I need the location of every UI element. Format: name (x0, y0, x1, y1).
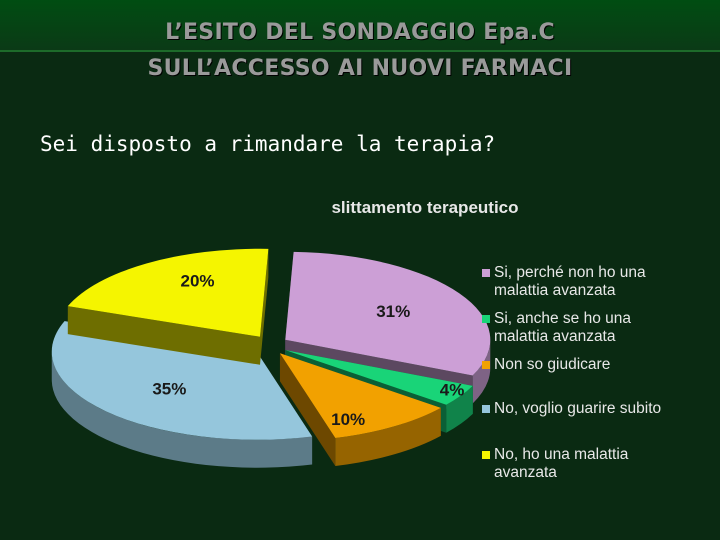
legend-item-no-guarire: No, voglio guarire subito (482, 400, 712, 446)
legend-item-si-avanzata: Si, anche se ho una malattia avanzata (482, 310, 712, 356)
slide-title-line-1: L’ESITO DEL SONDAGGIO Epa.C (165, 20, 555, 45)
legend-swatch (482, 269, 490, 277)
legend-swatch (482, 361, 490, 369)
slide-title-line-2: SULL’ACCESSO AI NUOVI FARMACI (147, 56, 573, 81)
legend-label: Si, anche se ho una malattia avanzata (494, 310, 632, 345)
legend-label: No, ho una malattia avanzata (494, 446, 629, 481)
pie-slice-wall (260, 248, 269, 365)
slice-value-label: 31% (376, 302, 410, 321)
legend-item-no-avanzata: No, ho una malattia avanzata (482, 446, 712, 492)
pie-slice (67, 248, 269, 365)
legend-swatch (482, 405, 490, 413)
legend-item-si-non-avanzata: Si, perché non ho una malattia avanzata (482, 264, 712, 310)
legend-label: No, voglio guarire subito (494, 400, 662, 417)
slice-value-label: 20% (181, 271, 215, 290)
legend-swatch (482, 451, 490, 459)
pie-slice-side (51, 351, 313, 468)
slice-value-label: 10% (331, 410, 365, 429)
survey-question: Sei disposto a rimandare la terapia? (40, 132, 496, 156)
legend-label: Non so giudicare (494, 356, 611, 373)
pie-slice-wall (279, 353, 336, 466)
pie-slice-wall (67, 306, 261, 365)
pie-slice-side (335, 407, 441, 466)
pie-slice-top (279, 353, 441, 438)
chart-title: slittamento terapeutico (331, 198, 518, 217)
chart-legend: Si, perché non ho una malattia avanzata … (482, 264, 712, 492)
legend-item-non-so: Non so giudicare (482, 356, 712, 400)
pie-slice-top (67, 248, 269, 337)
pie-slice-top (285, 350, 473, 405)
legend-label: Si, perché non ho una malattia avanzata (494, 264, 646, 299)
pie-slice-side (472, 339, 491, 404)
slice-value-label: 35% (152, 379, 186, 398)
pie-slice-side (446, 385, 473, 433)
slice-value-label: 4% (440, 380, 465, 399)
pie-slice (279, 353, 441, 466)
pie-slice-top (285, 251, 491, 376)
legend-swatch (482, 315, 490, 323)
header-band (0, 0, 720, 52)
